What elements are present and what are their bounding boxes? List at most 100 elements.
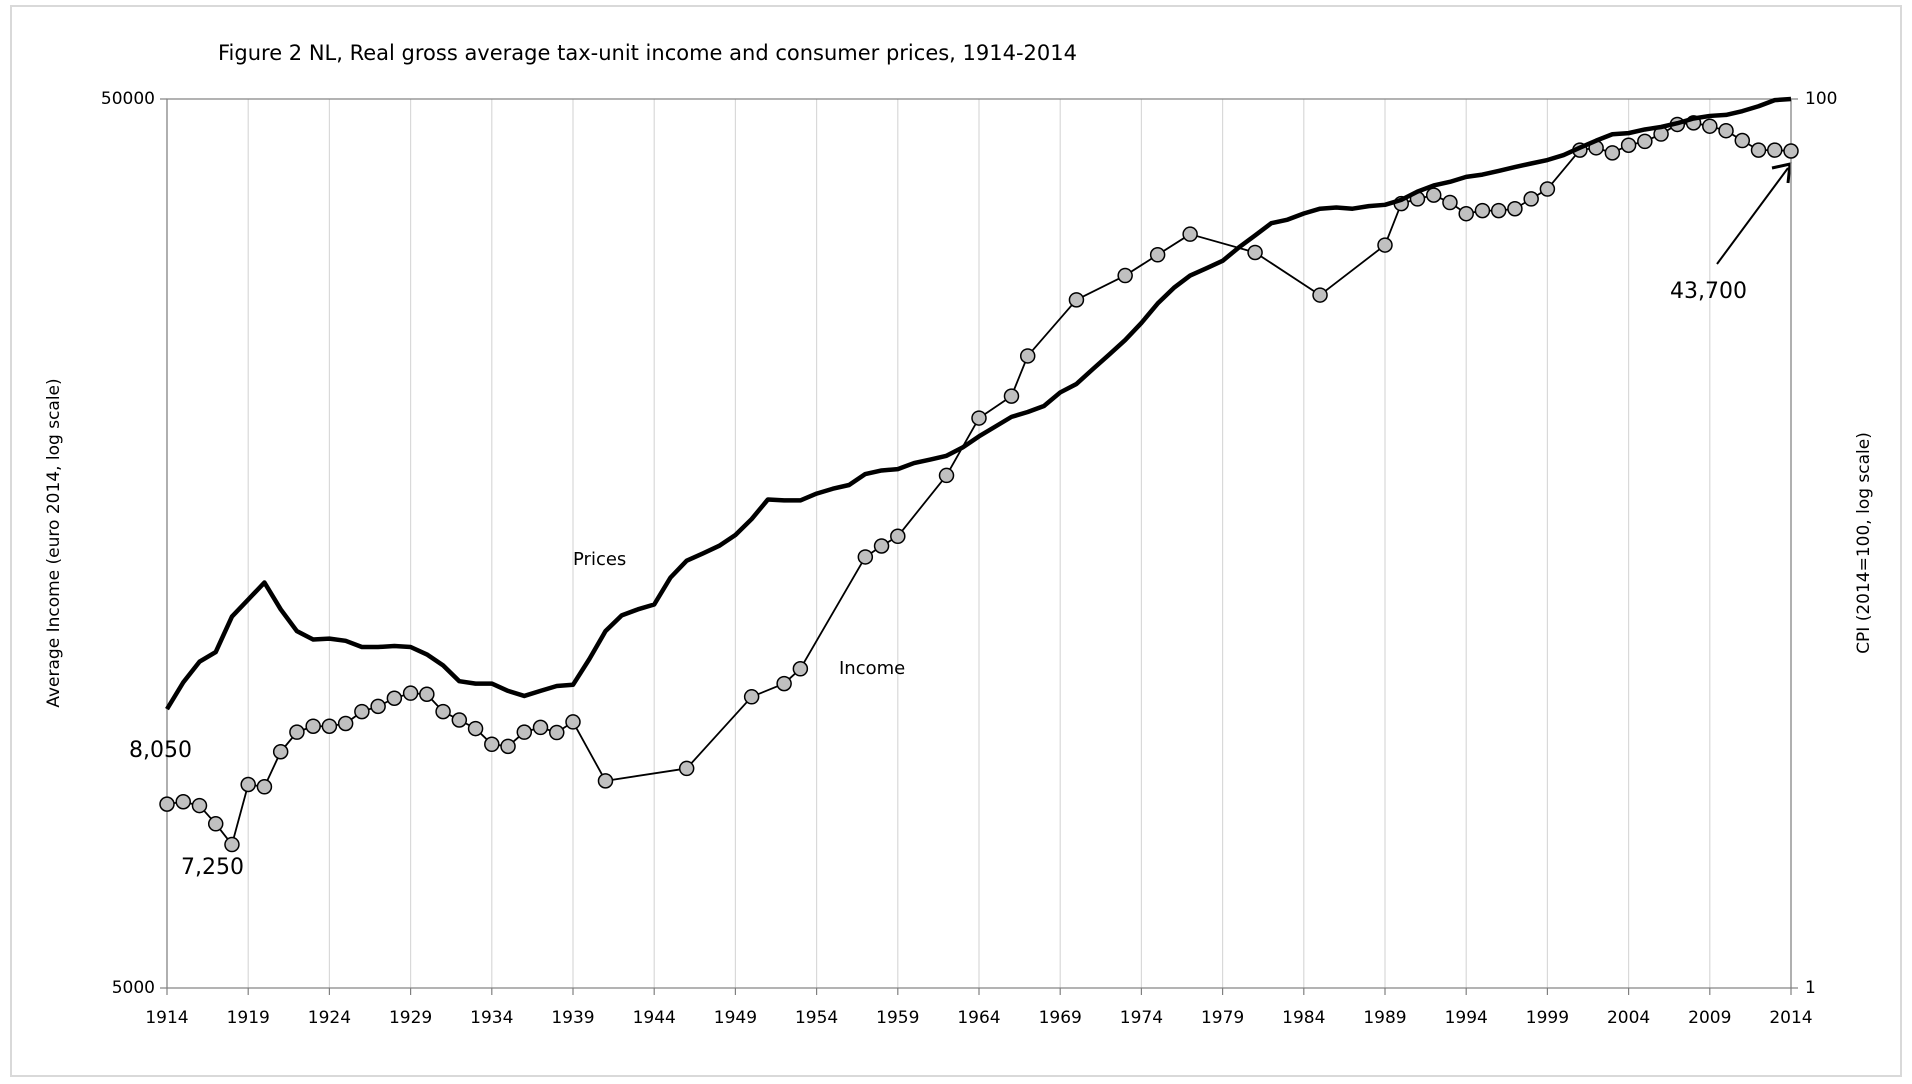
x-tick-label: 1959	[876, 1008, 919, 1028]
chart-border	[10, 5, 1902, 1077]
data-point	[743, 689, 760, 705]
x-tick-label: 1939	[551, 1008, 594, 1028]
x-tick-label: 1999	[1526, 1008, 1569, 1028]
data-point	[792, 661, 809, 677]
data-point	[1702, 118, 1718, 134]
x-tick-label: 1934	[470, 1008, 513, 1028]
data-point	[305, 718, 321, 734]
x-tick-label: 2014	[1769, 1008, 1812, 1028]
data-point	[1425, 187, 1442, 203]
annotation: Prices	[573, 549, 626, 570]
data-point	[1149, 247, 1166, 263]
x-tick-label: 1929	[389, 1008, 432, 1028]
annotation: 8,050	[129, 738, 192, 763]
data-point	[159, 796, 175, 812]
data-point	[386, 690, 403, 707]
chart-title: Figure 2 NL, Real gross average tax-unit…	[218, 41, 1077, 65]
x-tick-label: 1919	[227, 1008, 270, 1028]
data-point	[1734, 132, 1751, 149]
annotation-arrowhead	[1771, 162, 1792, 184]
data-point	[1718, 122, 1734, 139]
data-point	[175, 793, 191, 810]
data-point	[256, 779, 273, 795]
data-point	[1783, 143, 1799, 159]
y-tick-label: 5000	[112, 978, 155, 998]
series-line	[165, 96, 1792, 711]
data-point	[500, 738, 516, 755]
x-tick-label: 2004	[1607, 1008, 1650, 1028]
data-point	[1620, 137, 1637, 153]
data-point	[1507, 200, 1523, 217]
x-tick-label: 1914	[145, 1008, 188, 1028]
data-point	[321, 718, 338, 734]
data-point	[1312, 287, 1328, 303]
data-point	[597, 773, 614, 789]
data-point	[1442, 194, 1458, 211]
x-tick-label: 2009	[1688, 1008, 1731, 1028]
x-tick-label: 1949	[714, 1008, 757, 1028]
data-point	[451, 712, 468, 728]
data-point	[1604, 145, 1621, 161]
x-tick-label: 1944	[633, 1008, 676, 1028]
x-tick-label: 1984	[1282, 1008, 1325, 1028]
data-point	[873, 538, 890, 554]
plot-frame	[166, 98, 1792, 989]
annotation-arrow	[1716, 167, 1789, 265]
data-point	[1539, 181, 1556, 197]
data-point	[1117, 267, 1133, 284]
data-point	[191, 797, 208, 814]
x-tick-label: 1974	[1120, 1008, 1163, 1028]
data-point	[435, 703, 451, 720]
data-point	[370, 698, 386, 715]
annotation: Income	[839, 658, 905, 679]
data-point	[532, 719, 549, 736]
data-point	[516, 724, 533, 740]
data-point	[1003, 388, 1020, 404]
data-point	[565, 714, 581, 730]
annotation: 43,700	[1670, 279, 1747, 304]
x-tick-label: 1954	[795, 1008, 838, 1028]
y-tick-label: 50000	[101, 89, 155, 109]
data-point	[354, 703, 370, 720]
data-point	[207, 816, 224, 832]
y-axis-label: Average Income (euro 2014, log scale)	[44, 378, 64, 707]
data-point	[776, 675, 792, 692]
x-tick-label: 1979	[1201, 1008, 1244, 1028]
data-point	[1068, 292, 1085, 308]
x-tick-label: 1994	[1445, 1008, 1488, 1028]
data-point	[1637, 133, 1653, 150]
data-point	[1767, 142, 1783, 158]
data-point	[938, 467, 955, 484]
data-point	[1019, 348, 1036, 364]
y2-tick-label: 1	[1805, 978, 1816, 998]
data-point	[1458, 205, 1474, 222]
data-point	[1182, 226, 1198, 242]
data-point	[1523, 191, 1539, 207]
data-point	[337, 715, 354, 732]
y2-tick-label: 100	[1805, 89, 1837, 109]
x-tick-label: 1969	[1039, 1008, 1082, 1028]
data-point	[402, 685, 419, 701]
data-point	[890, 528, 906, 545]
x-tick-label: 1964	[957, 1008, 1000, 1028]
data-point	[289, 724, 305, 740]
y2-axis-label: CPI (2014=100, log scale)	[1854, 432, 1874, 654]
data-point	[549, 724, 565, 741]
data-point	[240, 776, 256, 793]
data-point	[1474, 202, 1491, 219]
x-tick-label: 1924	[308, 1008, 351, 1028]
x-tick-label: 1989	[1363, 1008, 1406, 1028]
data-point	[467, 720, 484, 737]
data-point	[419, 686, 435, 703]
data-point	[272, 743, 289, 760]
data-point	[1490, 202, 1507, 219]
data-point	[857, 549, 874, 565]
data-point	[224, 836, 240, 853]
data-point	[1247, 244, 1263, 261]
data-point	[484, 736, 500, 753]
data-point	[1750, 142, 1767, 158]
data-point	[678, 760, 695, 777]
data-point	[1377, 237, 1393, 253]
